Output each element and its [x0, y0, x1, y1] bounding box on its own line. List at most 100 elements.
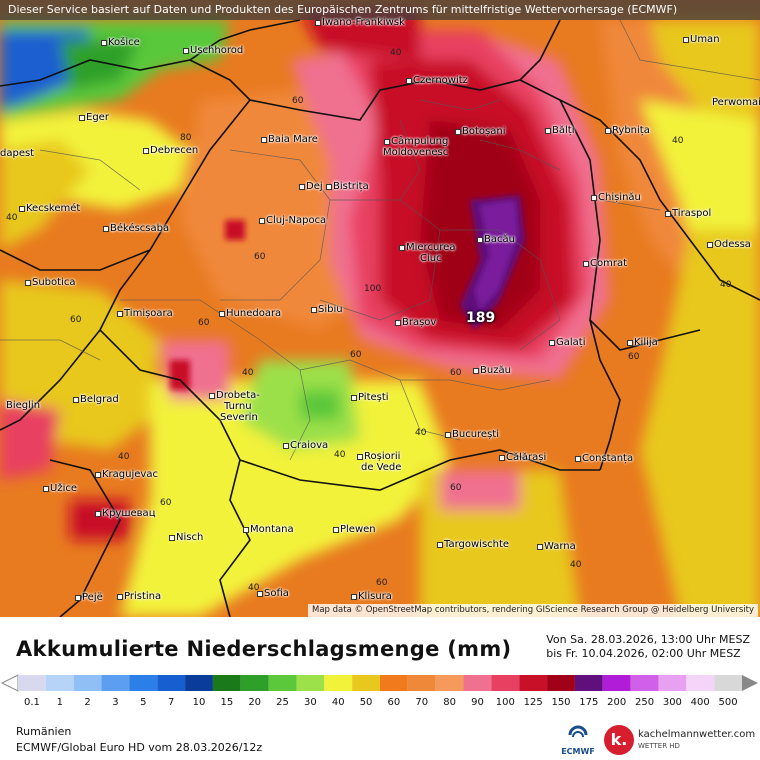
contour-label: 60 [450, 368, 462, 378]
scale-tick-label: 7 [167, 697, 175, 708]
contour-label: 60 [70, 315, 82, 325]
scale-swatch [547, 675, 575, 691]
city-label: Kecskemét [18, 203, 81, 214]
scale-swatch [463, 675, 492, 691]
city-label: Botoșani [454, 126, 506, 137]
city-label: Călărași [498, 452, 547, 463]
city-label: Miercurea [398, 242, 456, 253]
contour-label: 40 [415, 428, 427, 438]
source-banner: Dieser Service basiert auf Daten und Pro… [0, 0, 760, 20]
city-label: Debrecen [142, 145, 199, 156]
contour-label: 60 [628, 352, 640, 362]
scale-swatch [212, 675, 241, 691]
city-label: Bacău [477, 234, 515, 245]
city-label: Turnu [224, 401, 252, 412]
scale-swatch [602, 675, 631, 691]
city-label: Eger [79, 112, 109, 123]
contour-label: 60 [292, 96, 304, 106]
city-label: Rybnița [605, 125, 650, 136]
city-label: Pitești [351, 392, 389, 403]
scale-tick-label: 100 [495, 697, 515, 708]
scale-swatch [686, 675, 715, 691]
city-label: Tiraspol [664, 208, 712, 219]
city-label: Constanța [574, 453, 634, 464]
city-label: Roșiorii [356, 451, 401, 462]
contour-label: 60 [160, 498, 172, 508]
period-from: Von Sa. 28.03.2026, 13:00 Uhr MESZ [546, 633, 750, 646]
contour-label: 40 [570, 560, 582, 570]
contour-label: 100 [364, 284, 382, 294]
kachelmannwetter-logo: k. kachelmannwetter.com WETTER HD [604, 723, 756, 757]
city-label: Kilija [627, 337, 658, 348]
scale-tick-label: 60 [387, 697, 401, 708]
city-label: Subotica [24, 277, 76, 288]
city-label: Buzău [473, 365, 511, 376]
scale-swatch [129, 675, 158, 691]
city-label: Klisura [351, 591, 392, 602]
scale-swatch [157, 675, 186, 691]
scale-tick-label: 70 [415, 697, 429, 708]
scale-tick-label: 3 [112, 697, 119, 708]
scale-swatch [268, 675, 297, 691]
city-label: Baia Mare [261, 134, 318, 145]
map-canvas [0, 0, 760, 617]
scale-swatch [407, 675, 436, 691]
city-label: Montana [243, 524, 294, 535]
max-value-label: 189 [466, 310, 496, 326]
scale-swatch [714, 675, 742, 691]
city-label: Warna [537, 541, 576, 552]
scale-tick-label: 5 [140, 697, 147, 708]
city-label: Ciuc [420, 253, 442, 264]
city-label: Pristina [116, 591, 162, 602]
city-label: Belgrad [73, 394, 119, 405]
scale-max-arrow [742, 675, 758, 691]
city-label: dapest [0, 148, 35, 159]
map-attribution: Map data © OpenStreetMap contributors, r… [308, 604, 758, 617]
region-label: Rumänien [16, 725, 72, 738]
scale-tick-label: 50 [359, 697, 373, 708]
scale-tick-label: 20 [248, 697, 262, 708]
city-label: Sibiu [311, 304, 343, 315]
contour-label: 60 [376, 578, 388, 588]
city-label: de Vede [361, 462, 402, 473]
scale-swatch [519, 675, 548, 691]
city-label: Targowischte [436, 539, 510, 550]
city-label: Uschhorod [182, 45, 244, 56]
scale-tick-label: 200 [607, 697, 627, 708]
scale-tick-label: 80 [443, 697, 456, 708]
scale-min-arrow [0, 674, 19, 692]
contour-label: 60 [254, 252, 266, 262]
scale-tick-label: 15 [220, 697, 234, 708]
scale-tick-label: 500 [718, 697, 738, 708]
scale-swatch [630, 675, 659, 691]
scale-tick-label: 90 [471, 697, 484, 708]
color-scale-ticks: 0.1 1 2 3 5 7 10 15 20 25 30 40 50 60 70 80 90 100 125 150 1… [0, 697, 760, 711]
city-label: Hunedoara [218, 308, 282, 319]
scale-swatch [73, 675, 102, 691]
period-to: bis Fr. 10.04.2026, 02:00 Uhr MESZ [546, 647, 741, 660]
city-label: Bălți [544, 125, 575, 136]
precipitation-map: Dieser Service basiert auf Daten und Pro… [0, 0, 760, 617]
scale-swatch [324, 675, 353, 691]
city-label: Bistrița [326, 181, 369, 192]
city-label: Câmpulung [383, 136, 449, 147]
city-label: Sofia [257, 588, 289, 599]
scale-swatch [240, 675, 269, 691]
scale-swatch [296, 675, 325, 691]
contour-label: 60 [450, 483, 462, 493]
kachelmann-name: kachelmannwetter.com [638, 729, 756, 740]
scale-tick-label: 400 [690, 697, 710, 708]
contour-label: 40 [248, 583, 260, 593]
scale-swatch [18, 675, 46, 691]
city-label: Plewen [333, 524, 376, 535]
scale-swatch [45, 675, 74, 691]
scale-swatch [352, 675, 380, 691]
city-label: Galați [548, 337, 586, 348]
scale-swatch [574, 675, 603, 691]
city-label: Odessa [707, 239, 751, 250]
scale-tick-label: 300 [662, 697, 682, 708]
city-label: Крушевац [95, 508, 156, 519]
scale-tick-label: 250 [634, 697, 655, 708]
contour-label: 40 [720, 280, 732, 290]
scale-tick-label: 2 [84, 697, 91, 708]
